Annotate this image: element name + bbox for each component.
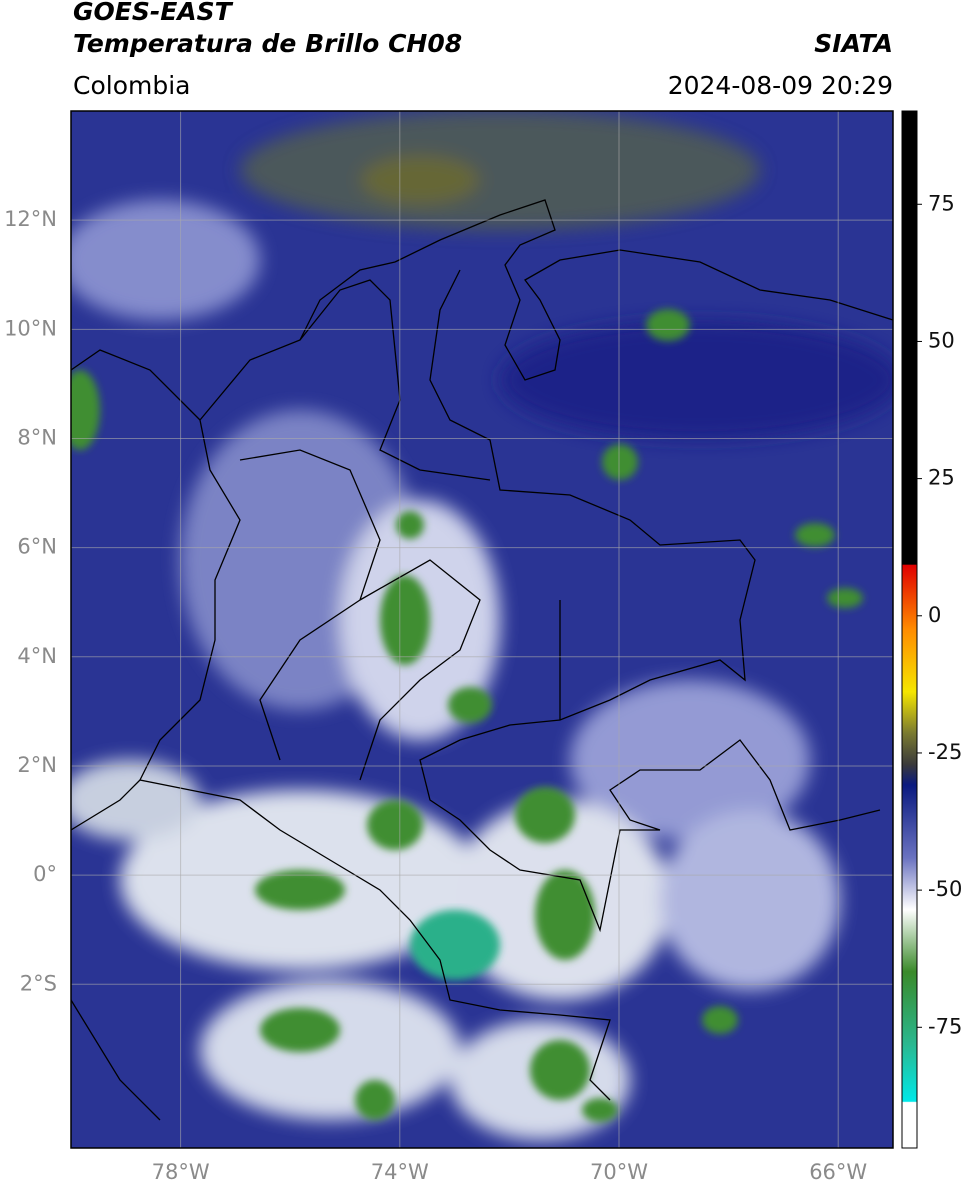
colorbar-tick-label: -25 (928, 740, 962, 764)
x-tick-label: 66°W (809, 1160, 867, 1184)
y-tick-label: 0° (33, 862, 57, 886)
source: SIATA (814, 29, 893, 58)
title: Temperatura de Brillo CH08 (73, 29, 462, 58)
x-tick-label: 78°W (152, 1160, 210, 1184)
y-tick-label: 10°N (4, 316, 57, 340)
y-tick-label: 8°N (17, 425, 57, 449)
colorbar (901, 110, 918, 1149)
y-tick-label: 12°N (4, 207, 57, 231)
satellite-image (71, 111, 893, 1148)
colorbar-tick-label: 75 (928, 191, 955, 215)
colorbar-tick-label: -50 (928, 877, 962, 901)
colorbar-tick-label: -75 (928, 1014, 962, 1038)
timestamp: 2024-08-09 20:29 (668, 71, 893, 100)
map-frame (70, 110, 894, 1149)
colorbar-tick-label: 0 (928, 603, 941, 627)
y-tick-label: 6°N (17, 535, 57, 559)
y-tick-label: 2°N (17, 753, 57, 777)
y-tick-label: 4°N (17, 644, 57, 668)
colorbar-tick-label: 50 (928, 328, 955, 352)
y-tick-label: 2°S (20, 971, 57, 995)
x-tick-label: 74°W (371, 1160, 429, 1184)
x-tick-label: 70°W (590, 1160, 648, 1184)
title: GOES-EAST (73, 0, 234, 26)
region: Colombia (73, 71, 190, 100)
colorbar-tick-label: 25 (928, 466, 955, 490)
grid (71, 111, 893, 1148)
